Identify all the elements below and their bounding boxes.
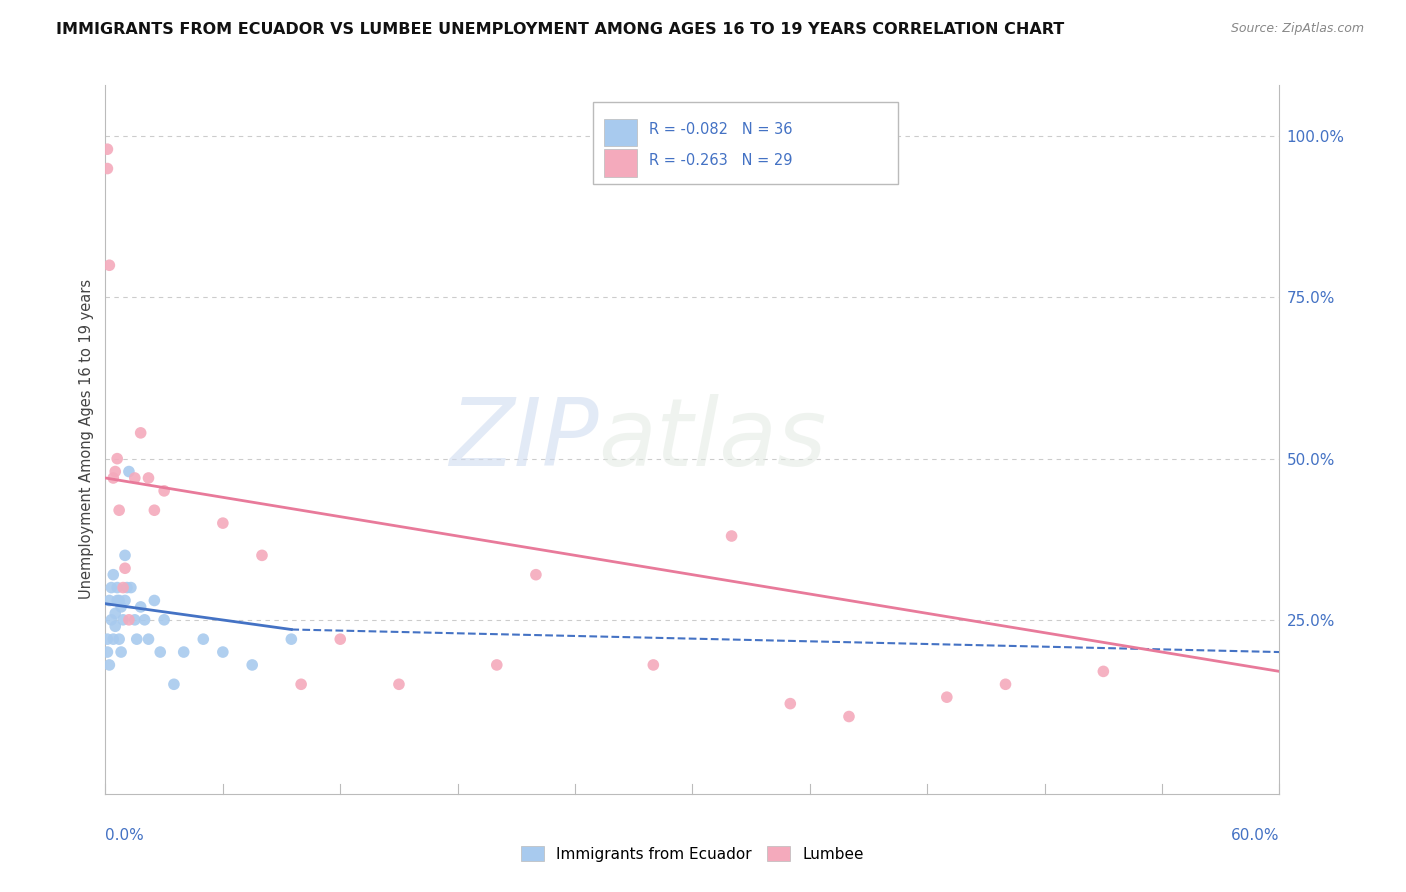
Point: [104, 619, 127, 633]
Point: [485, 657, 508, 672]
Text: Source: ZipAtlas.com: Source: ZipAtlas.com: [1230, 22, 1364, 36]
Point: [118, 465, 141, 479]
Text: IMMIGRANTS FROM ECUADOR VS LUMBEE UNEMPLOYMENT AMONG AGES 16 TO 19 YEARS CORRELA: IMMIGRANTS FROM ECUADOR VS LUMBEE UNEMPL…: [56, 22, 1064, 37]
Point: [129, 599, 152, 614]
Point: [112, 613, 135, 627]
Point: [935, 690, 957, 705]
Point: [103, 567, 125, 582]
FancyBboxPatch shape: [593, 103, 898, 184]
Text: R = -0.082   N = 36: R = -0.082 N = 36: [650, 122, 793, 136]
Point: [163, 677, 186, 691]
Text: 60.0%: 60.0%: [1232, 828, 1279, 843]
Point: [211, 645, 233, 659]
Point: [250, 549, 273, 563]
Point: [1092, 665, 1115, 679]
Point: [524, 567, 547, 582]
Point: [96, 645, 118, 659]
Point: [124, 471, 146, 485]
Point: [115, 581, 138, 595]
Point: [114, 549, 136, 563]
Point: [280, 632, 302, 647]
Point: [138, 471, 160, 485]
Point: [388, 677, 411, 691]
Point: [96, 142, 118, 156]
Point: [124, 613, 146, 627]
Point: [98, 593, 121, 607]
Point: [779, 697, 801, 711]
Point: [98, 657, 121, 672]
Point: [118, 613, 141, 627]
Text: 0.0%: 0.0%: [105, 828, 145, 843]
Point: [240, 657, 263, 672]
Point: [108, 632, 131, 647]
Point: [96, 161, 118, 176]
Point: [994, 677, 1017, 691]
Point: [125, 632, 148, 647]
Point: [108, 593, 131, 607]
Point: [98, 258, 121, 272]
Point: [153, 613, 176, 627]
Point: [105, 451, 128, 466]
Point: [105, 581, 128, 595]
Point: [138, 632, 160, 647]
Point: [329, 632, 352, 647]
Point: [114, 561, 136, 575]
Point: [643, 657, 665, 672]
Bar: [605, 119, 637, 146]
Point: [103, 632, 125, 647]
Point: [110, 645, 132, 659]
Bar: [605, 149, 637, 177]
Point: [720, 529, 742, 543]
Point: [173, 645, 195, 659]
Point: [104, 607, 127, 621]
Point: [143, 503, 166, 517]
Legend: Immigrants from Ecuador, Lumbee: Immigrants from Ecuador, Lumbee: [515, 840, 870, 868]
Point: [96, 632, 118, 647]
Point: [120, 581, 142, 595]
Text: ZIP: ZIP: [449, 393, 599, 485]
Point: [100, 581, 122, 595]
Point: [112, 581, 135, 595]
Point: [211, 516, 233, 530]
Point: [129, 425, 152, 440]
Point: [100, 613, 122, 627]
Point: [838, 709, 860, 723]
Text: R = -0.263   N = 29: R = -0.263 N = 29: [650, 153, 793, 168]
Point: [143, 593, 166, 607]
Y-axis label: Unemployment Among Ages 16 to 19 years: Unemployment Among Ages 16 to 19 years: [79, 279, 94, 599]
Text: atlas: atlas: [599, 393, 827, 485]
Point: [114, 593, 136, 607]
Point: [105, 593, 128, 607]
Point: [103, 471, 125, 485]
Point: [290, 677, 312, 691]
Point: [134, 613, 156, 627]
Point: [149, 645, 172, 659]
Point: [153, 483, 176, 498]
Point: [193, 632, 215, 647]
Point: [104, 465, 127, 479]
Point: [110, 599, 132, 614]
Point: [108, 503, 131, 517]
